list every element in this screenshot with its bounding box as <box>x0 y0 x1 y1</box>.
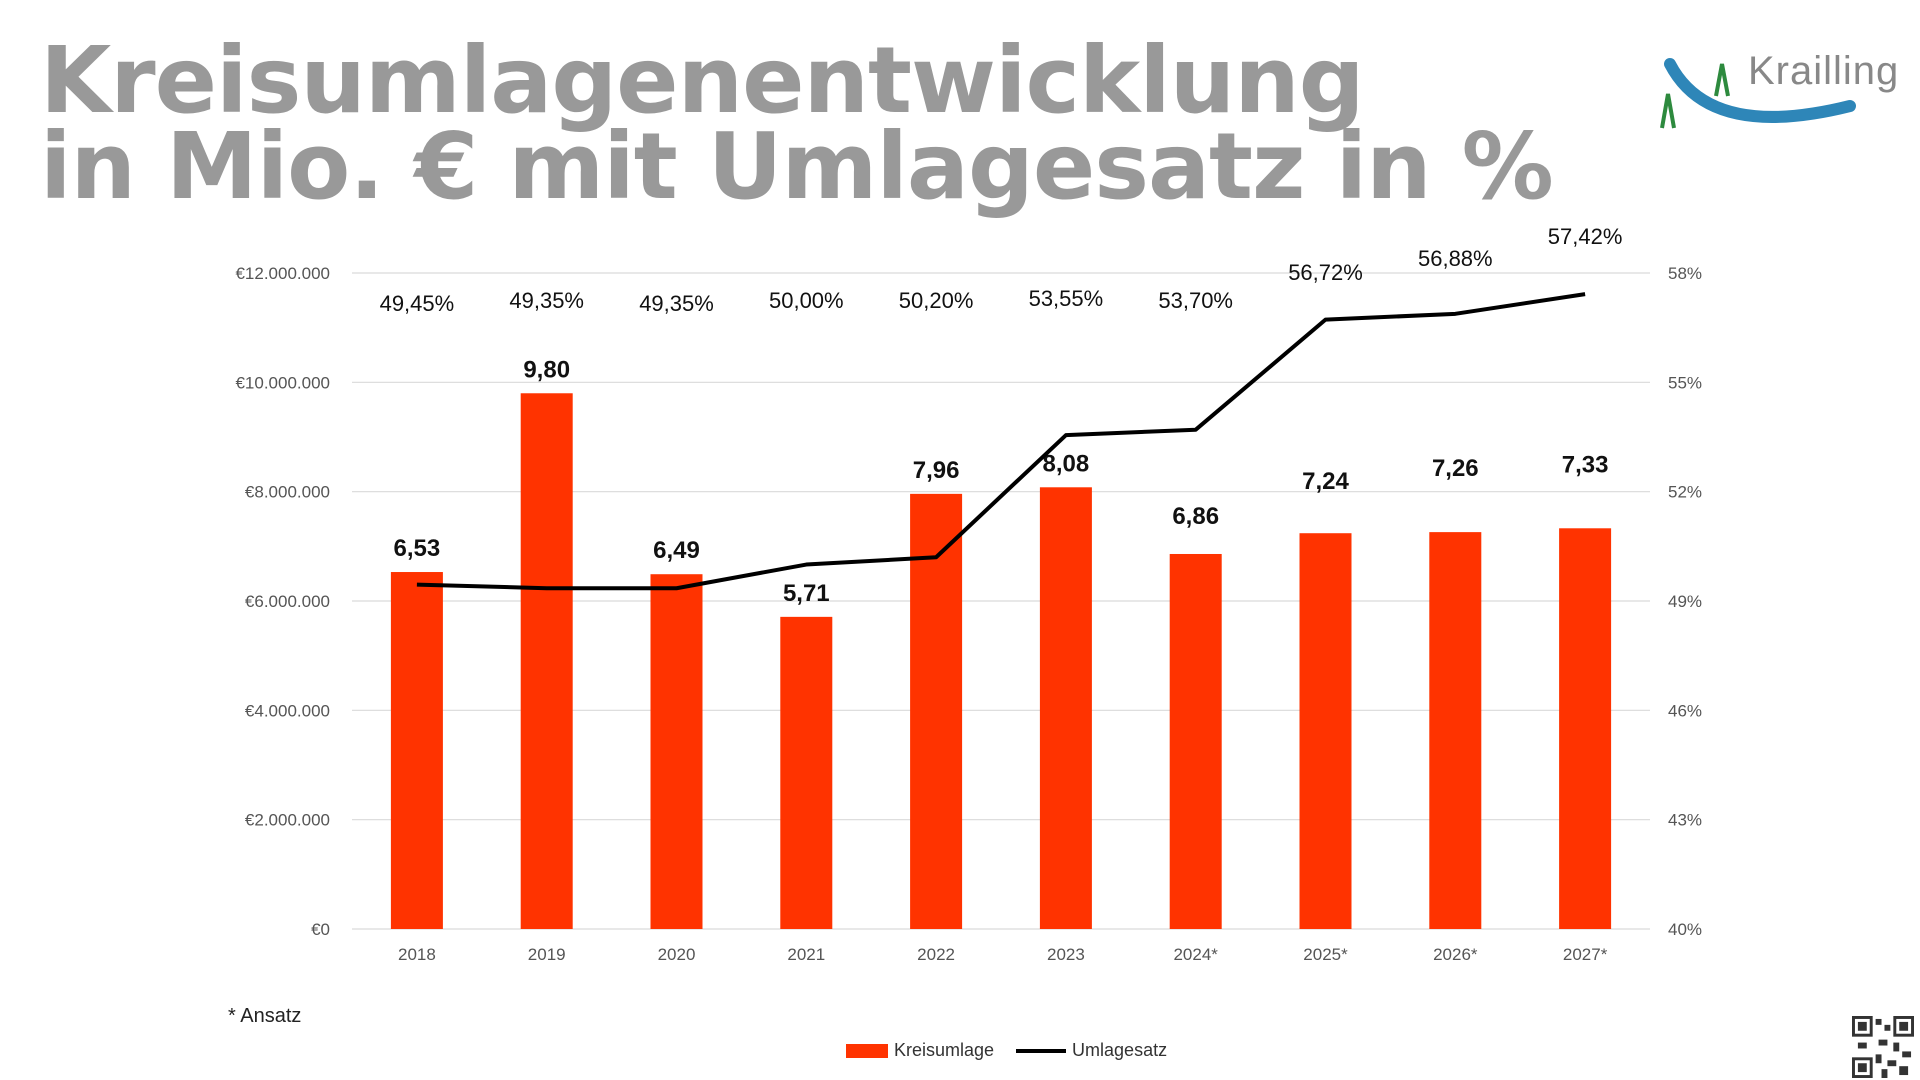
right-tick-label: 55% <box>1668 373 1702 392</box>
legend: Kreisumlage Umlagesatz <box>846 1040 1189 1061</box>
right-tick-label: 43% <box>1668 811 1702 830</box>
x-axis-ticks: 2018 2019 2020 2021 2022 2023 2024* 2025* 2026* 2… <box>398 945 1608 964</box>
legend-label-kreisumlage: Kreisumlage <box>894 1040 995 1060</box>
x-tick-label: 2023 <box>1047 945 1085 964</box>
title-line-1: Kreisumlagenentwicklung <box>40 27 1365 134</box>
line-label: 57,42% <box>1548 224 1623 249</box>
bar <box>780 616 833 929</box>
line-label: 49,45% <box>380 291 455 316</box>
left-tick-label: €2.000.000 <box>245 811 330 830</box>
bar-labels: 6,53 9,80 6,49 5,71 7,96 8,08 6,86 7,24 7,26 7,33 <box>394 356 1609 607</box>
bar <box>520 393 573 929</box>
x-tick-label: 2020 <box>658 945 696 964</box>
x-tick-label: 2021 <box>787 945 825 964</box>
right-tick-label: 52% <box>1668 483 1702 502</box>
x-tick-label: 2026* <box>1433 945 1478 964</box>
left-tick-label: €6.000.000 <box>245 592 330 611</box>
line-label: 56,72% <box>1288 260 1363 285</box>
bar-label: 7,26 <box>1432 455 1479 482</box>
line-label: 49,35% <box>509 288 584 313</box>
left-tick-label: €8.000.000 <box>245 483 330 502</box>
right-axis-ticks: 40% 43% 46% 49% 52% 55% 58% <box>1668 264 1702 939</box>
bar-label: 6,86 <box>1172 503 1219 530</box>
title-line-2: in Mio. € mit Umlagesatz in % <box>40 113 1554 220</box>
right-tick-label: 58% <box>1668 264 1702 283</box>
right-tick-label: 40% <box>1668 920 1702 939</box>
bars <box>390 393 1612 929</box>
x-tick-label: 2018 <box>398 945 436 964</box>
legend-label-umlagesatz: Umlagesatz <box>1072 1040 1168 1060</box>
right-tick-label: 46% <box>1668 701 1702 720</box>
line-label: 49,35% <box>639 291 714 316</box>
bar <box>1169 553 1222 929</box>
x-tick-label: 2024* <box>1173 945 1218 964</box>
right-tick-label: 49% <box>1668 592 1702 611</box>
bar-label: 8,08 <box>1043 450 1090 477</box>
krailling-logo: Krailling <box>1660 49 1899 129</box>
bar <box>1559 528 1612 929</box>
logo-text: Krailling <box>1748 49 1899 93</box>
left-axis-ticks: €0 €2.000.000 €4.000.000 €6.000.000 €8.000.0… <box>235 264 330 939</box>
logo-tree-right <box>1714 63 1730 97</box>
legend-item-kreisumlage: Kreisumlage <box>846 1040 994 1061</box>
bar-label: 7,24 <box>1302 468 1349 495</box>
legend-swatch-line <box>1016 1048 1067 1053</box>
logo-tree-left <box>1660 93 1676 129</box>
left-tick-label: €12.000.000 <box>235 264 330 283</box>
bar-label: 6,49 <box>653 537 700 564</box>
bar <box>1429 532 1482 929</box>
bar <box>1299 533 1352 929</box>
x-tick-label: 2019 <box>528 945 566 964</box>
x-tick-label: 2022 <box>917 945 955 964</box>
chart: €0 €2.000.000 €4.000.000 €6.000.000 €8.000.0… <box>235 224 1702 964</box>
line-labels: 49,45% 49,35% 49,35% 50,00% 50,20% 53,55% 53,7… <box>380 224 1623 316</box>
line-label: 50,20% <box>899 288 974 313</box>
bar <box>1039 487 1092 929</box>
bar-label: 7,96 <box>913 457 960 484</box>
bar-label: 7,33 <box>1562 451 1609 478</box>
legend-swatch-bar <box>846 1043 888 1058</box>
line-label: 53,55% <box>1029 286 1104 311</box>
bar-label: 6,53 <box>394 535 441 562</box>
x-tick-label: 2027* <box>1563 945 1608 964</box>
line-label: 50,00% <box>769 288 844 313</box>
line-series <box>416 292 1586 591</box>
bar <box>910 493 963 929</box>
footnote: * Ansatz <box>228 1005 302 1027</box>
umlagesatz-line <box>416 292 1586 591</box>
left-tick-label: €0 <box>311 920 330 939</box>
bar <box>390 572 443 929</box>
left-tick-label: €4.000.000 <box>245 701 330 720</box>
line-label: 53,70% <box>1158 288 1233 313</box>
legend-item-umlagesatz: Umlagesatz <box>1016 1040 1167 1061</box>
bar-label: 9,80 <box>523 356 570 383</box>
bar-label: 5,71 <box>783 580 830 607</box>
line-label: 56,88% <box>1418 246 1493 271</box>
x-tick-label: 2025* <box>1303 945 1348 964</box>
left-tick-label: €10.000.000 <box>235 373 330 392</box>
bar <box>650 574 703 929</box>
qr-code-icon <box>1852 1016 1914 1078</box>
logo-arc <box>1664 58 1856 123</box>
page-title: Kreisumlagenentwicklung in Mio. € mit Um… <box>40 27 1554 220</box>
